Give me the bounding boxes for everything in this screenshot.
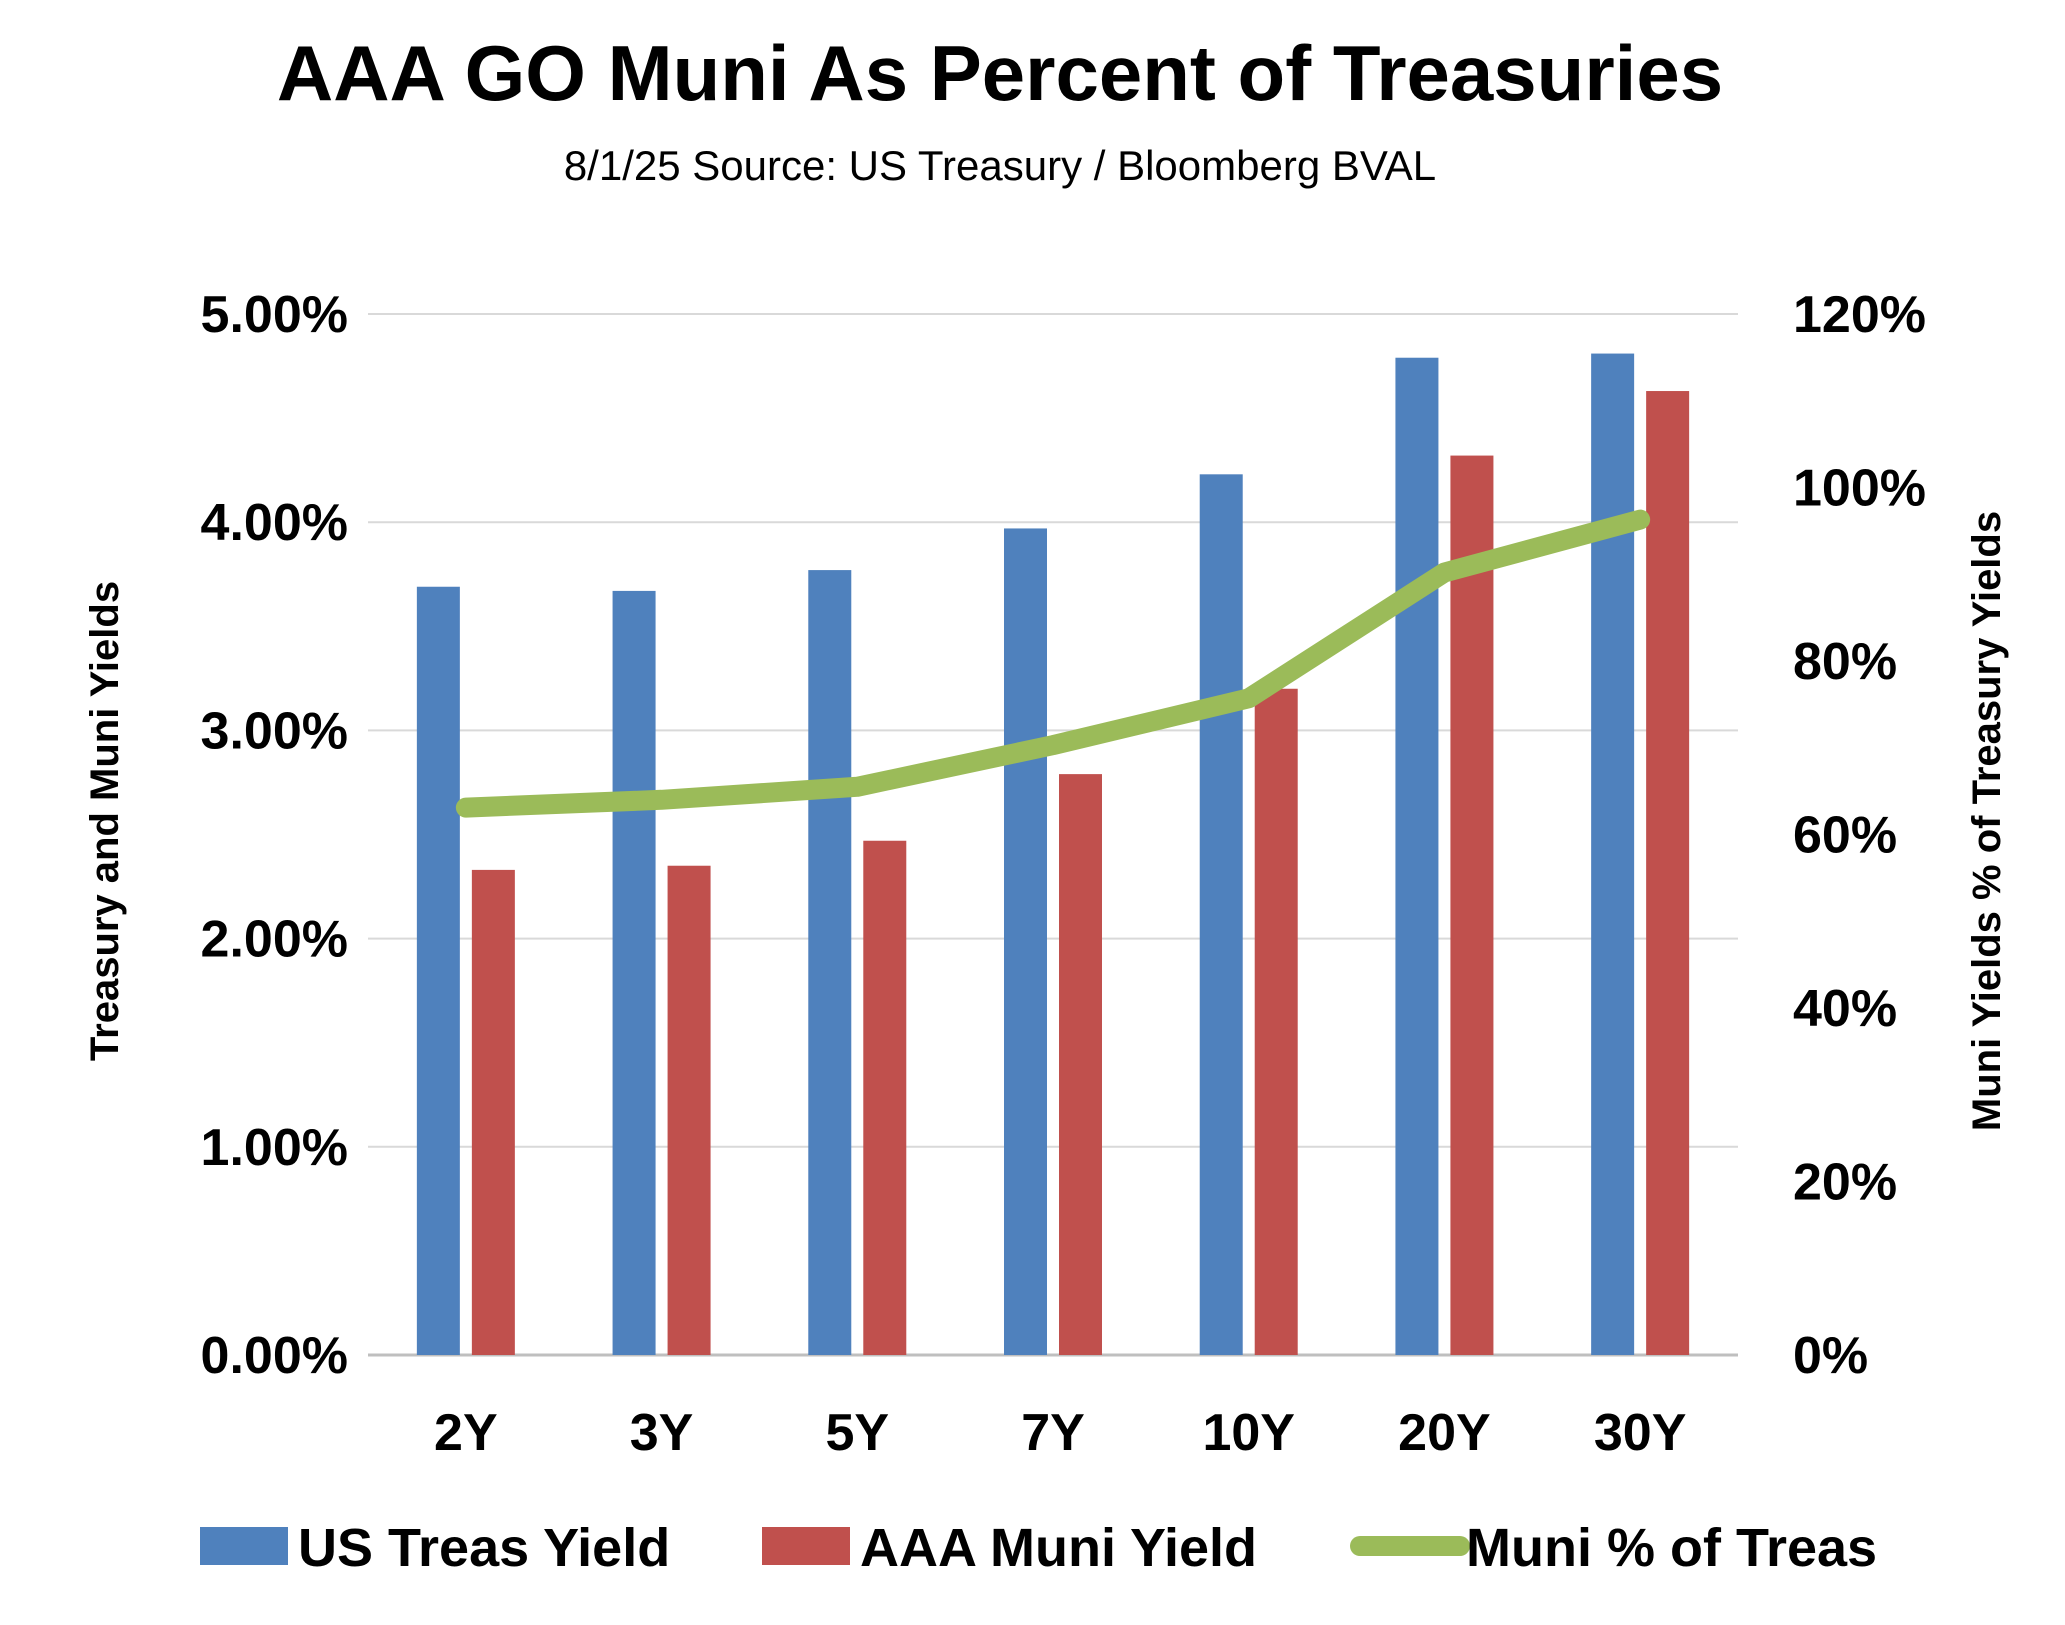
treas-bar <box>1395 357 1439 1355</box>
muni-bar <box>667 865 711 1355</box>
treas-bar <box>416 586 460 1355</box>
legend-swatch-muni <box>762 1527 850 1565</box>
legend-label-treas: US Treas Yield <box>298 1518 670 1578</box>
x-tick-label: 2Y <box>434 1404 498 1462</box>
left-axis-title: Treasury and Muni Yields <box>83 581 127 1061</box>
ratio-line <box>455 509 1651 818</box>
left-tick-label: 1.00% <box>201 1119 348 1177</box>
muni-bar <box>863 840 907 1355</box>
left-axis-ticks: 0.00% 1.00% 2.00% 3.00% 4.00% 5.00% <box>201 286 348 1385</box>
treas-bar <box>1004 528 1047 1355</box>
treas-bar <box>1591 353 1635 1356</box>
legend-label-ratio: Muni % of Treas <box>1466 1518 1877 1578</box>
right-axis-title: Muni Yields % of Treasury Yields <box>1965 511 2009 1131</box>
gridlines <box>368 313 1738 1357</box>
muni-bar <box>1646 391 1690 1355</box>
left-tick-label: 2.00% <box>201 911 348 969</box>
legend-swatch-treas <box>200 1527 288 1565</box>
x-tick-label: 3Y <box>630 1404 694 1462</box>
muni-bar <box>1450 455 1494 1355</box>
right-tick-label: 100% <box>1793 460 1926 518</box>
muni-bar <box>1254 688 1298 1355</box>
right-tick-label: 120% <box>1793 286 1926 344</box>
x-axis-ticks: 2Y 3Y 5Y 7Y 10Y 20Y 30Y <box>434 1404 1686 1462</box>
muni-bar <box>1059 774 1102 1355</box>
right-tick-label: 60% <box>1793 807 1897 865</box>
bar-series <box>416 353 1690 1356</box>
legend: US Treas Yield AAA Muni Yield Muni % of … <box>200 1518 1877 1578</box>
left-tick-label: 3.00% <box>201 702 348 760</box>
x-tick-label: 10Y <box>1202 1404 1295 1462</box>
left-tick-label: 5.00% <box>201 286 348 344</box>
right-tick-label: 40% <box>1793 980 1897 1038</box>
left-tick-label: 0.00% <box>201 1327 348 1385</box>
treas-bar <box>612 590 656 1355</box>
treas-bar <box>1199 474 1243 1356</box>
legend-label-muni: AAA Muni Yield <box>860 1518 1257 1578</box>
right-tick-label: 20% <box>1793 1154 1897 1212</box>
line-series <box>455 509 1651 818</box>
chart-subtitle: 8/1/25 Source: US Treasury / Bloomberg B… <box>564 142 1436 189</box>
muni-bar <box>471 869 515 1355</box>
chart-title: AAA GO Muni As Percent of Treasuries <box>277 29 1723 117</box>
x-tick-label: 5Y <box>825 1404 889 1462</box>
treas-bar <box>808 570 852 1355</box>
left-tick-label: 4.00% <box>201 494 348 552</box>
x-tick-label: 7Y <box>1021 1404 1085 1462</box>
right-tick-label: 0% <box>1793 1327 1868 1385</box>
right-tick-label: 80% <box>1793 633 1897 691</box>
x-tick-label: 30Y <box>1594 1404 1687 1462</box>
x-tick-label: 20Y <box>1398 1404 1491 1462</box>
right-axis-ticks: 0% 20% 40% 60% 80% 100% 120% <box>1793 286 1926 1385</box>
